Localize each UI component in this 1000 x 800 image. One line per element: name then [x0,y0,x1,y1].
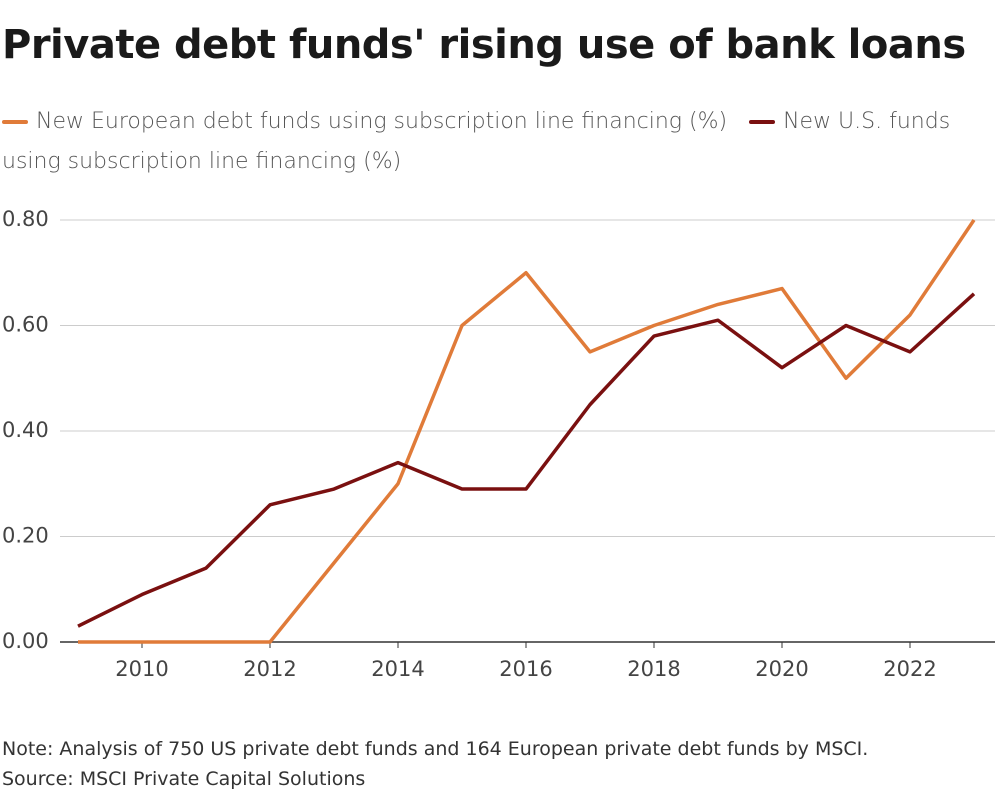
legend-label: New U.S. funds using subscription line f… [2,109,951,174]
x-tick-label: 2016 [499,657,552,681]
note: Note: Analysis of 750 US private debt fu… [2,738,869,760]
x-tick-label: 2020 [755,657,808,681]
legend: New European debt funds using subscripti… [2,102,992,182]
legend-item: New European debt funds using subscripti… [2,109,727,134]
y-tick-label: 0.20 [2,524,49,548]
chart-title: Private debt funds' rising use of bank l… [2,22,966,68]
x-tick-label: 2014 [371,657,424,681]
x-tick-label: 2022 [883,657,936,681]
source: Source: MSCI Private Capital Solutions [2,768,366,790]
x-tick-label: 2012 [243,657,296,681]
y-tick-label: 0.60 [2,313,49,337]
series-line [77,292,976,628]
chart: 0.00 0.20 0.40 0.60 0.80 2010 2012 2014 2016 2018… [2,207,995,681]
y-tick-label: 0.40 [2,418,49,442]
x-tick-label: 2010 [115,657,168,681]
x-tick-label: 2018 [627,657,680,681]
legend-swatch [2,120,28,124]
legend-label: New European debt funds using subscripti… [36,109,728,134]
series-line [78,219,976,644]
y-tick-label: 0.80 [2,207,49,231]
legend-item: New U.S. funds using subscription line f… [2,109,950,174]
y-tick-label: 0.00 [2,629,49,653]
legend-swatch [749,120,776,124]
